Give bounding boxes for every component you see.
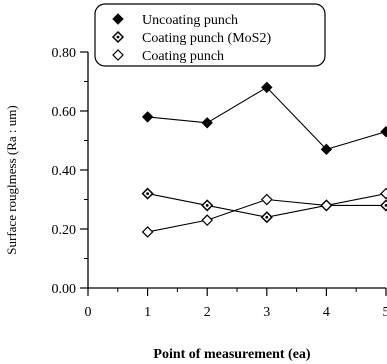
series-markers: [141, 81, 387, 238]
x-tick-label: 5: [383, 305, 387, 320]
series-2-point: [379, 199, 387, 212]
series-1-point: [141, 111, 154, 123]
series-1-point: [201, 117, 213, 129]
x-tick-label: 0: [85, 305, 92, 320]
legend-label-1: Uncoating punch: [142, 13, 238, 28]
y-tick-label: 0.40: [52, 164, 77, 179]
legend-marker-1: [112, 13, 124, 25]
series-3-point: [141, 226, 154, 238]
series-1-point: [380, 125, 387, 138]
x-tick-label: 3: [263, 305, 270, 320]
series-2-point: [141, 187, 154, 200]
legend-items: Uncoating punch Coating punch (MoS2) Coati…: [111, 13, 271, 64]
axes: [87, 52, 386, 289]
legend-marker-2: [111, 30, 125, 44]
legend-box: [94, 3, 326, 67]
y-tick-label: 0.00: [52, 282, 77, 297]
series-2-point: [260, 211, 273, 224]
legend: Uncoating punch Coating punch (MoS2) Coati…: [94, 3, 326, 67]
series-line-1: [147, 86, 387, 150]
x-tick-label: 4: [323, 305, 330, 320]
legend-marker-3: [112, 49, 124, 61]
y-tick-label: 0.60: [52, 105, 77, 120]
y-tick-label: 0.80: [52, 46, 77, 61]
series-3-point: [320, 199, 333, 212]
series-3-point: [380, 187, 387, 200]
ticks: 0 1 2 3 4 5 0.00 0.20 0.40 0.60 0.80: [52, 46, 387, 320]
x-tick-label: 2: [204, 305, 211, 320]
y-tick-label: 0.20: [52, 223, 77, 238]
series-3-point: [260, 193, 273, 206]
series-1-point: [261, 81, 273, 94]
series-2-point: [201, 199, 214, 212]
legend-label-2: Coating punch (MoS2): [142, 31, 271, 46]
legend-label-3: Coating punch: [142, 49, 224, 64]
x-tick-label: 1: [144, 305, 151, 320]
y-axis-title: Surface rouglmess (Ra : um): [4, 105, 19, 254]
series-lines: [147, 86, 387, 233]
series-1-point: [320, 143, 333, 156]
x-axis-title: Point of measurement (ea): [153, 347, 311, 362]
series-3-point: [201, 214, 214, 226]
